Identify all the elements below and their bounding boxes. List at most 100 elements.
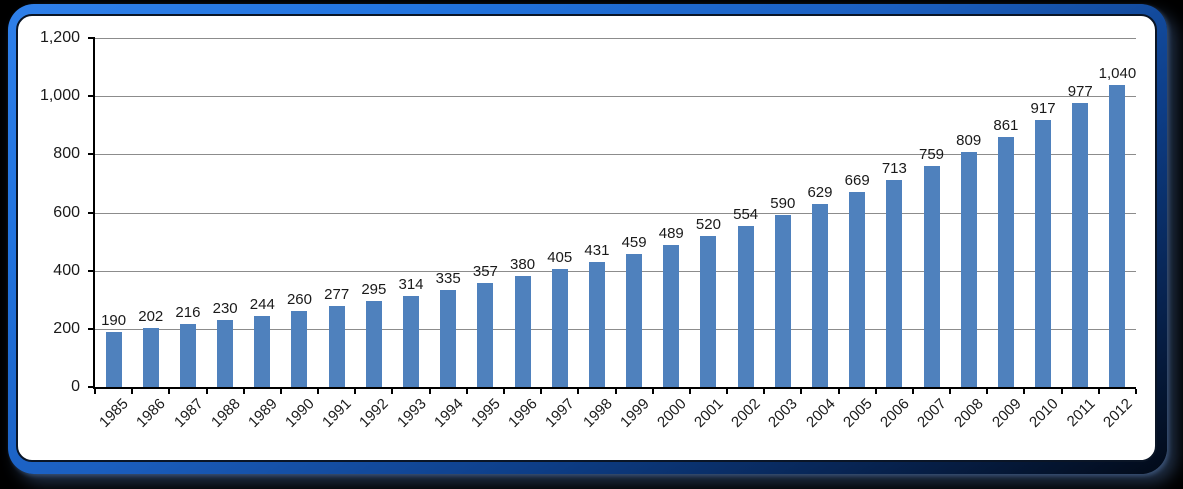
bar — [291, 311, 308, 387]
x-tick-label: 2007 — [914, 395, 950, 431]
x-tick-label: 2000 — [653, 395, 690, 431]
x-tick-label: 2004 — [802, 395, 839, 431]
bar-value-label: 357 — [472, 263, 498, 281]
bar-value-label: 295 — [361, 281, 387, 299]
x-tick-label: 1986 — [133, 395, 170, 431]
y-gridline — [95, 154, 1136, 156]
bar-value-label: 629 — [807, 184, 833, 202]
bar-value-label: 277 — [324, 286, 350, 304]
bar-value-label: 590 — [770, 195, 796, 213]
x-tick-label: 2001 — [691, 395, 727, 431]
bar — [551, 269, 568, 387]
y-tick — [88, 153, 95, 156]
bar — [737, 225, 754, 387]
bar-value-label: 190 — [101, 311, 127, 329]
bar-value-label: 335 — [435, 269, 461, 287]
bar-value-label: 314 — [398, 275, 424, 293]
x-tick-label: 1988 — [207, 395, 244, 431]
x-tick-label: 2003 — [765, 395, 802, 431]
x-tick-label: 2002 — [728, 395, 764, 431]
x-tick — [651, 389, 654, 394]
bar — [217, 320, 234, 387]
x-tick-label: 2005 — [839, 395, 876, 431]
x-tick — [949, 389, 952, 394]
y-tick — [88, 95, 95, 98]
bar-value-label: 244 — [249, 296, 275, 314]
bar — [700, 235, 717, 387]
bar — [1072, 102, 1089, 387]
bar-value-label: 669 — [844, 172, 870, 190]
x-tick-label: 2011 — [1063, 395, 1099, 431]
bar-value-label: 977 — [1067, 82, 1093, 100]
bar-value-label: 520 — [695, 215, 721, 233]
bar-value-label: 230 — [212, 300, 238, 318]
x-tick-label: 1996 — [505, 395, 541, 431]
bar-value-label: 489 — [658, 224, 684, 242]
x-tick — [1023, 389, 1026, 394]
x-tick-label: 2008 — [951, 395, 988, 431]
bar — [663, 244, 680, 387]
bar — [923, 166, 940, 387]
x-tick — [614, 389, 617, 394]
x-axis — [93, 387, 1136, 389]
x-tick — [428, 389, 431, 394]
y-tick-label: 200 — [53, 319, 80, 337]
x-tick-label: 1985 — [96, 395, 132, 431]
x-tick-label: 1990 — [282, 395, 318, 431]
y-tick-label: 0 — [71, 378, 80, 395]
x-tick — [502, 389, 505, 394]
bar — [849, 192, 866, 387]
y-tick-label: 800 — [53, 145, 80, 163]
bar-value-label: 759 — [919, 146, 945, 164]
bar — [403, 295, 420, 387]
x-tick-label: 1995 — [468, 395, 504, 431]
x-tick-label: 2009 — [988, 395, 1025, 431]
y-tick-label: 400 — [53, 261, 80, 279]
x-tick-label: 2006 — [877, 395, 913, 431]
y-tick-label: 1,200 — [39, 29, 80, 46]
y-gridline — [95, 328, 1136, 330]
bar-value-label: 809 — [956, 131, 982, 149]
x-tick — [168, 389, 171, 394]
x-tick-label: 1997 — [542, 395, 579, 431]
bar — [477, 283, 494, 387]
bar — [1109, 84, 1126, 387]
bar-value-label: 405 — [547, 249, 573, 267]
x-tick — [577, 389, 580, 394]
x-tick — [540, 389, 543, 394]
y-gridline — [95, 96, 1136, 98]
bar — [142, 328, 159, 387]
bar — [105, 331, 122, 387]
bar-value-label: 260 — [286, 291, 312, 309]
x-tick-label: 1994 — [430, 395, 467, 431]
x-tick — [1060, 389, 1063, 394]
bar — [1035, 120, 1052, 387]
x-tick — [391, 389, 394, 394]
window-frame: 0 200 400 600 800 1,000 1,200 190 202 216 230 244 26… — [8, 4, 1167, 474]
bar — [886, 179, 903, 387]
x-tick-label: 1992 — [356, 395, 393, 431]
bar-value-label: 917 — [1030, 100, 1056, 118]
y-tick — [88, 269, 95, 272]
x-tick — [911, 389, 914, 394]
bar-value-label: 431 — [584, 241, 610, 259]
x-tick-label: 1989 — [245, 395, 281, 431]
x-tick-label: 1999 — [616, 395, 653, 431]
bar-value-label: 861 — [993, 116, 1019, 134]
bar-value-label: 459 — [621, 233, 647, 251]
x-tick — [242, 389, 245, 394]
bar — [997, 136, 1014, 387]
x-tick-label: 2010 — [1025, 395, 1062, 431]
x-tick — [279, 389, 282, 394]
x-tick — [1097, 389, 1100, 394]
bar — [440, 289, 457, 387]
x-tick-label: 1991 — [319, 395, 355, 431]
x-tick — [837, 389, 840, 394]
bar-value-label: 713 — [881, 159, 907, 177]
y-tick — [88, 37, 95, 39]
y-tick-label: 1,000 — [39, 87, 80, 105]
bar — [365, 301, 382, 387]
bar — [179, 324, 196, 387]
y-tick — [88, 211, 95, 214]
